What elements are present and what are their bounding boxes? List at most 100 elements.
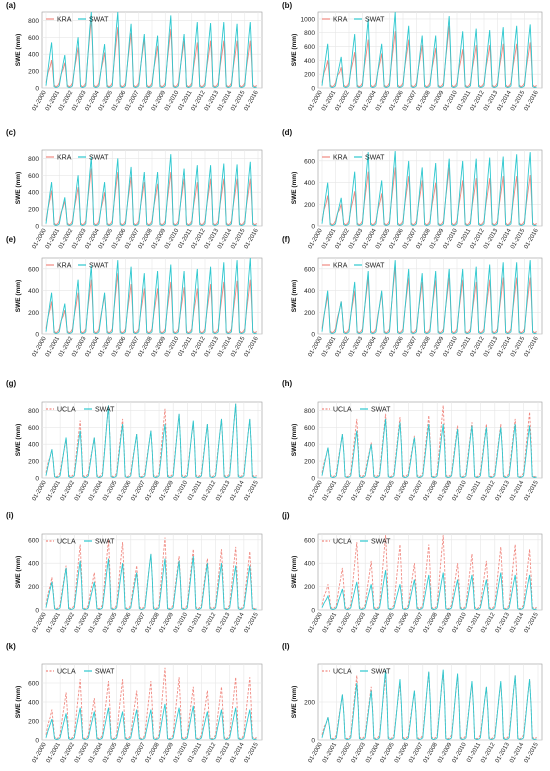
- y-tick-label: 0: [311, 224, 315, 231]
- y-tick-label: 800: [28, 408, 39, 415]
- y-tick-label: 0: [35, 476, 39, 483]
- y-axis-label: SWE (mm): [15, 172, 22, 205]
- legend-entry: UCLA: [57, 539, 76, 546]
- y-tick-label: 400: [28, 561, 39, 568]
- legend-entry: UCLA: [333, 407, 352, 414]
- y-tick-label: 200: [28, 69, 39, 76]
- y-tick-label: 400: [28, 190, 39, 197]
- panel-label: (j): [282, 511, 290, 520]
- y-axis-label: SWE (mm): [291, 172, 298, 205]
- legend-entry: UCLA: [333, 669, 352, 676]
- series-line-swat: [45, 703, 257, 740]
- series-line-swat: [321, 11, 537, 88]
- legend-entry: SWAT: [371, 539, 391, 546]
- legend-entry: UCLA: [57, 669, 76, 676]
- y-tick-label: 600: [304, 44, 315, 51]
- y-tick-label: 200: [304, 72, 315, 79]
- x-tick-label: 01-2016: [524, 335, 541, 358]
- legend-entry: SWAT: [89, 263, 109, 270]
- x-tick-label: 01-2015: [244, 479, 261, 502]
- y-tick-label: 200: [304, 700, 315, 707]
- x-tick-label: 01-2015: [244, 741, 261, 764]
- y-tick-label: 600: [28, 681, 39, 688]
- series-line-swat: [321, 669, 537, 740]
- y-axis-label: SWE (mm): [291, 34, 298, 67]
- y-tick-label: 0: [35, 224, 39, 231]
- series-line-swat: [45, 11, 257, 88]
- y-tick-label: 200: [28, 584, 39, 591]
- x-tick-label: 01-2015: [524, 611, 541, 634]
- series-line-swat: [45, 154, 257, 226]
- legend-entry: UCLA: [57, 407, 76, 414]
- x-tick-label: 01-2015: [524, 741, 541, 764]
- y-tick-label: 0: [311, 332, 315, 339]
- legend-entry: SWAT: [365, 17, 385, 24]
- legend-entry: KRA: [333, 263, 348, 270]
- y-tick-label: 600: [304, 425, 315, 432]
- x-tick-label: 01-2015: [244, 611, 261, 634]
- legend-entry: SWAT: [365, 155, 385, 162]
- y-tick-label: 400: [304, 288, 315, 295]
- series-line-ucla: [45, 667, 257, 740]
- y-tick-label: 600: [304, 537, 315, 544]
- y-tick-label: 0: [311, 608, 315, 615]
- legend-entry: SWAT: [371, 407, 391, 414]
- y-axis-label: SWE (mm): [15, 556, 22, 589]
- y-tick-label: 400: [304, 442, 315, 449]
- legend-entry: SWAT: [95, 539, 115, 546]
- y-tick-label: 200: [28, 459, 39, 466]
- y-tick-label: 800: [304, 30, 315, 37]
- y-axis-label: SWE (mm): [15, 686, 22, 719]
- series-line-swat: [321, 418, 537, 478]
- legend-entry: KRA: [57, 155, 72, 162]
- legend-entry: SWAT: [95, 669, 115, 676]
- legend-entry: SWAT: [371, 669, 391, 676]
- panel-label: (l): [282, 642, 290, 651]
- series-line-ucla: [321, 535, 537, 610]
- panel-label: (c): [6, 128, 16, 137]
- y-tick-label: 200: [28, 207, 39, 214]
- y-axis-label: SWE (mm): [15, 280, 22, 313]
- y-tick-label: 400: [28, 52, 39, 59]
- y-tick-label: 0: [35, 608, 39, 615]
- panel-label: (b): [282, 1, 293, 10]
- panel-label: (a): [6, 1, 16, 10]
- y-tick-label: 200: [304, 310, 315, 317]
- y-tick-label: 600: [28, 266, 39, 273]
- y-tick-label: 600: [28, 425, 39, 432]
- legend-entry: SWAT: [365, 263, 385, 270]
- y-tick-label: 600: [304, 266, 315, 273]
- panel-label: (e): [6, 235, 16, 244]
- y-tick-label: 200: [28, 719, 39, 726]
- legend-entry: KRA: [333, 17, 348, 24]
- y-axis-label: SWE (mm): [15, 424, 22, 457]
- panel-label: (i): [6, 511, 14, 520]
- panel-label: (g): [6, 379, 17, 388]
- series-line-swat: [321, 260, 537, 334]
- y-tick-label: 400: [304, 561, 315, 568]
- legend-entry: KRA: [57, 263, 72, 270]
- panel-label: (f): [282, 235, 290, 244]
- y-tick-label: 400: [28, 288, 39, 295]
- y-tick-label: 400: [28, 700, 39, 707]
- y-axis-label: SWE (mm): [291, 280, 298, 313]
- y-tick-label: 400: [28, 442, 39, 449]
- y-tick-label: 0: [35, 332, 39, 339]
- y-axis-label: SWE (mm): [291, 424, 298, 457]
- legend-entry: SWAT: [89, 17, 109, 24]
- y-tick-label: 1000: [301, 16, 316, 23]
- x-tick-label: 01-2016: [524, 89, 541, 112]
- legend-entry: KRA: [57, 17, 72, 24]
- y-tick-label: 0: [311, 738, 315, 745]
- y-axis-label: SWE (mm): [15, 34, 22, 67]
- y-tick-label: 600: [304, 158, 315, 165]
- y-tick-label: 800: [28, 18, 39, 25]
